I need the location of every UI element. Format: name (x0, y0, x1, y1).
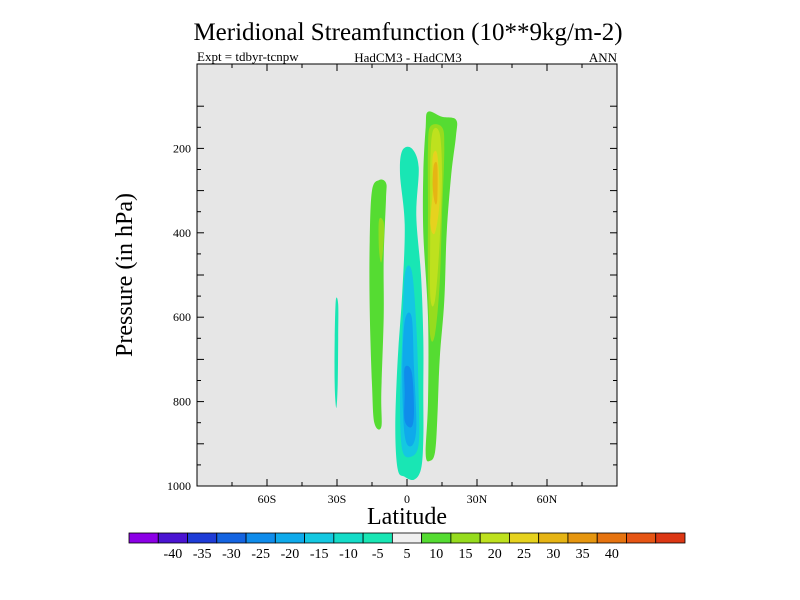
colorbar-swatch (274, 532, 305, 544)
colorbar-swatch (333, 532, 364, 544)
colorbar-swatch (538, 532, 569, 544)
colorbar-swatch (245, 532, 276, 544)
colorbar-label: 20 (488, 547, 502, 562)
colorbar-label: 5 (404, 547, 411, 562)
colorbar-swatch (596, 532, 627, 544)
colorbar-swatch (128, 532, 159, 544)
colorbar-swatch (509, 532, 540, 544)
y-tick-label: 600 (173, 310, 191, 324)
nh-positive-core-4 (432, 161, 438, 205)
y-tick-label: 1000 (167, 479, 191, 493)
colorbar-label: -10 (339, 547, 358, 562)
colorbar-label: 35 (576, 547, 590, 562)
colorbar-label: 10 (429, 547, 443, 562)
chart-subtitle-right: ANN (589, 50, 618, 65)
colorbar-swatch (450, 532, 481, 544)
sh-positive-core (378, 217, 385, 263)
x-tick-label: 60S (258, 492, 277, 506)
x-tick-label: 30N (467, 492, 488, 506)
x-axis-label: Latitude (367, 504, 447, 530)
x-tick-label: 30S (328, 492, 347, 506)
colorbar: -40 -35 -30 -25 -20 -15 -10 -5 5 10 15 20 25 30 35 40 (128, 532, 686, 562)
colorbar-swatch (304, 532, 335, 544)
y-tick-label: 800 (173, 395, 191, 409)
x-tick-label: 60N (537, 492, 558, 506)
colorbar-swatch (362, 532, 393, 544)
chart-subtitle-center: HadCM3 - HadCM3 (354, 50, 462, 65)
colorbar-swatch (157, 532, 188, 544)
colorbar-swatch (567, 532, 598, 544)
colorbar-swatch (626, 532, 657, 544)
colorbar-label: -20 (281, 547, 300, 562)
y-tick-label: 400 (173, 226, 191, 240)
colorbar-swatch (391, 532, 423, 544)
chart-title: Meridional Streamfunction (10**9kg/m-2) (193, 19, 622, 46)
colorbar-swatch (216, 532, 247, 544)
y-tick-label: 200 (173, 141, 191, 155)
colorbar-label: 15 (459, 547, 473, 562)
colorbar-swatch (421, 532, 452, 544)
colorbar-label: -5 (372, 547, 384, 562)
colorbar-label: -40 (164, 547, 183, 562)
x-tick-label: 0 (404, 492, 410, 506)
colorbar-swatch (655, 532, 686, 544)
colorbar-swatch (479, 532, 510, 544)
contour-regions (334, 111, 458, 481)
colorbar-label: -35 (193, 547, 212, 562)
chart-subtitle-left: Expt = tdbyr-tcnpw (197, 49, 299, 64)
colorbar-label: 40 (605, 547, 619, 562)
axis-ticks: 60S 30S 0 30N 60N 200 400 600 800 1000 (167, 64, 618, 506)
colorbar-swatch (187, 532, 218, 544)
colorbar-label: 30 (546, 547, 560, 562)
tropical-negative-core-3 (404, 365, 414, 428)
y-axis-label: Pressure (in hPa) (112, 193, 138, 357)
colorbar-label: -15 (310, 547, 329, 562)
sh-small-negative-cell (334, 297, 339, 408)
colorbar-label: -25 (251, 547, 270, 562)
colorbar-label: 25 (517, 547, 531, 562)
colorbar-label: -30 (222, 547, 241, 562)
